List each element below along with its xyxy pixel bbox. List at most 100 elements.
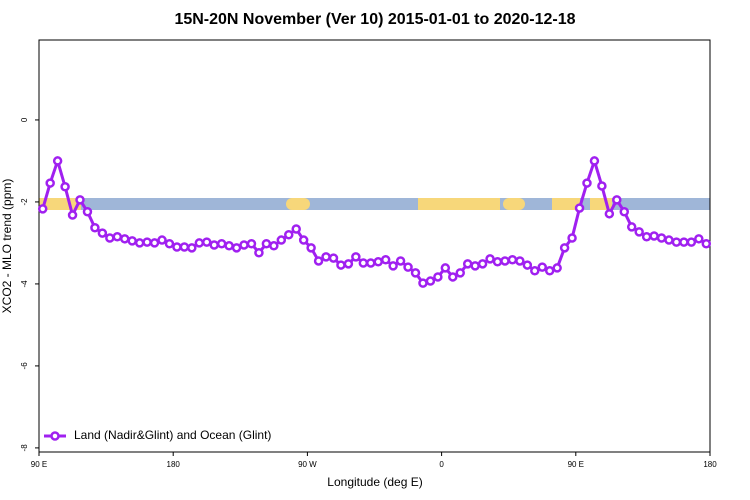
data-point <box>619 207 630 217</box>
data-point <box>202 237 212 247</box>
data-point <box>448 272 458 282</box>
data-point <box>254 248 264 258</box>
data-point <box>388 261 398 271</box>
legend-marker <box>50 431 60 441</box>
data-point <box>664 235 674 245</box>
data-point <box>530 266 540 276</box>
data-point <box>626 222 637 232</box>
data-point <box>291 224 301 234</box>
data-point <box>373 257 383 267</box>
data-point <box>470 261 480 271</box>
data-point <box>418 278 428 288</box>
data-point <box>366 258 376 268</box>
data-point <box>328 253 339 263</box>
data-point <box>67 210 78 220</box>
y-axis-label: XCO2 - MLO trend (ppm) <box>0 179 14 314</box>
data-point <box>500 256 510 266</box>
legend-label: Land (Nadir&Glint) and Ocean (Glint) <box>74 428 271 442</box>
data-point <box>649 231 659 241</box>
data-point <box>425 276 436 286</box>
data-point <box>686 237 697 247</box>
data-point <box>351 252 361 262</box>
data-point <box>239 240 249 250</box>
data-point <box>269 241 279 251</box>
data-point <box>194 238 205 248</box>
data-point <box>224 241 234 251</box>
y-tick-label: 0 <box>20 117 29 122</box>
data-point <box>90 223 100 233</box>
data-point <box>641 232 652 242</box>
data-point <box>656 233 667 243</box>
data-point <box>567 233 577 243</box>
x-axis-label: Longitude (deg E) <box>327 475 422 489</box>
data-point <box>45 178 55 188</box>
data-point <box>105 233 115 243</box>
data-point <box>172 242 182 252</box>
data-point <box>679 237 689 247</box>
data-point <box>559 243 570 253</box>
data-point <box>462 259 473 269</box>
data-point <box>358 258 369 268</box>
data-point <box>216 238 227 249</box>
data-point <box>380 254 391 265</box>
data-point <box>306 243 316 253</box>
map-strip <box>39 198 710 210</box>
data-point <box>127 236 137 246</box>
data-point <box>37 204 48 214</box>
data-point <box>455 268 465 278</box>
x-tick-label: 180 <box>703 460 717 469</box>
data-point <box>395 256 406 266</box>
x-tick-label: 90 E <box>31 460 47 469</box>
data-point <box>552 263 562 273</box>
data-point <box>157 235 167 245</box>
data-point <box>410 268 421 278</box>
data-point <box>537 262 547 272</box>
data-point <box>313 256 324 266</box>
data-point <box>634 227 644 237</box>
data-point <box>142 237 152 247</box>
data-point <box>112 232 123 242</box>
data-point <box>433 272 443 282</box>
data-point <box>97 228 108 238</box>
x-tick-label: 90 E <box>568 460 584 469</box>
data-point <box>52 156 63 166</box>
data-point <box>597 181 607 191</box>
data-point <box>582 178 592 188</box>
data-point <box>589 156 600 166</box>
data-point <box>492 257 503 267</box>
data-point <box>119 234 130 244</box>
data-point <box>134 238 145 248</box>
data-point <box>336 260 346 270</box>
chart-title: 15N-20N November (Ver 10) 2015-01-01 to … <box>174 11 575 28</box>
data-point <box>343 259 354 269</box>
x-tick-label: 90 W <box>298 460 317 469</box>
y-tick-label: -6 <box>20 362 29 370</box>
data-point <box>179 242 190 252</box>
y-tick-label: -8 <box>20 444 29 452</box>
data-point <box>231 243 242 253</box>
data-point <box>164 238 175 249</box>
x-tick-label: 180 <box>167 460 181 469</box>
data-point <box>149 238 160 248</box>
data-point <box>522 260 533 270</box>
data-point <box>574 203 585 213</box>
data-point <box>701 238 712 249</box>
data-point <box>440 263 451 273</box>
data-point <box>298 235 309 245</box>
data-point <box>694 234 704 244</box>
data-point <box>261 238 272 249</box>
data-point <box>604 209 615 219</box>
data-point <box>321 252 331 262</box>
data-point <box>187 243 197 253</box>
data-point <box>515 256 525 266</box>
y-tick-label: -2 <box>20 198 29 206</box>
data-point <box>544 266 555 276</box>
data-point <box>209 240 219 250</box>
x-tick-label: 0 <box>439 460 444 469</box>
data-point <box>82 207 93 217</box>
data-point <box>246 238 257 249</box>
data-point <box>485 254 495 264</box>
data-point <box>75 195 85 205</box>
y-tick-label: -4 <box>20 280 29 288</box>
